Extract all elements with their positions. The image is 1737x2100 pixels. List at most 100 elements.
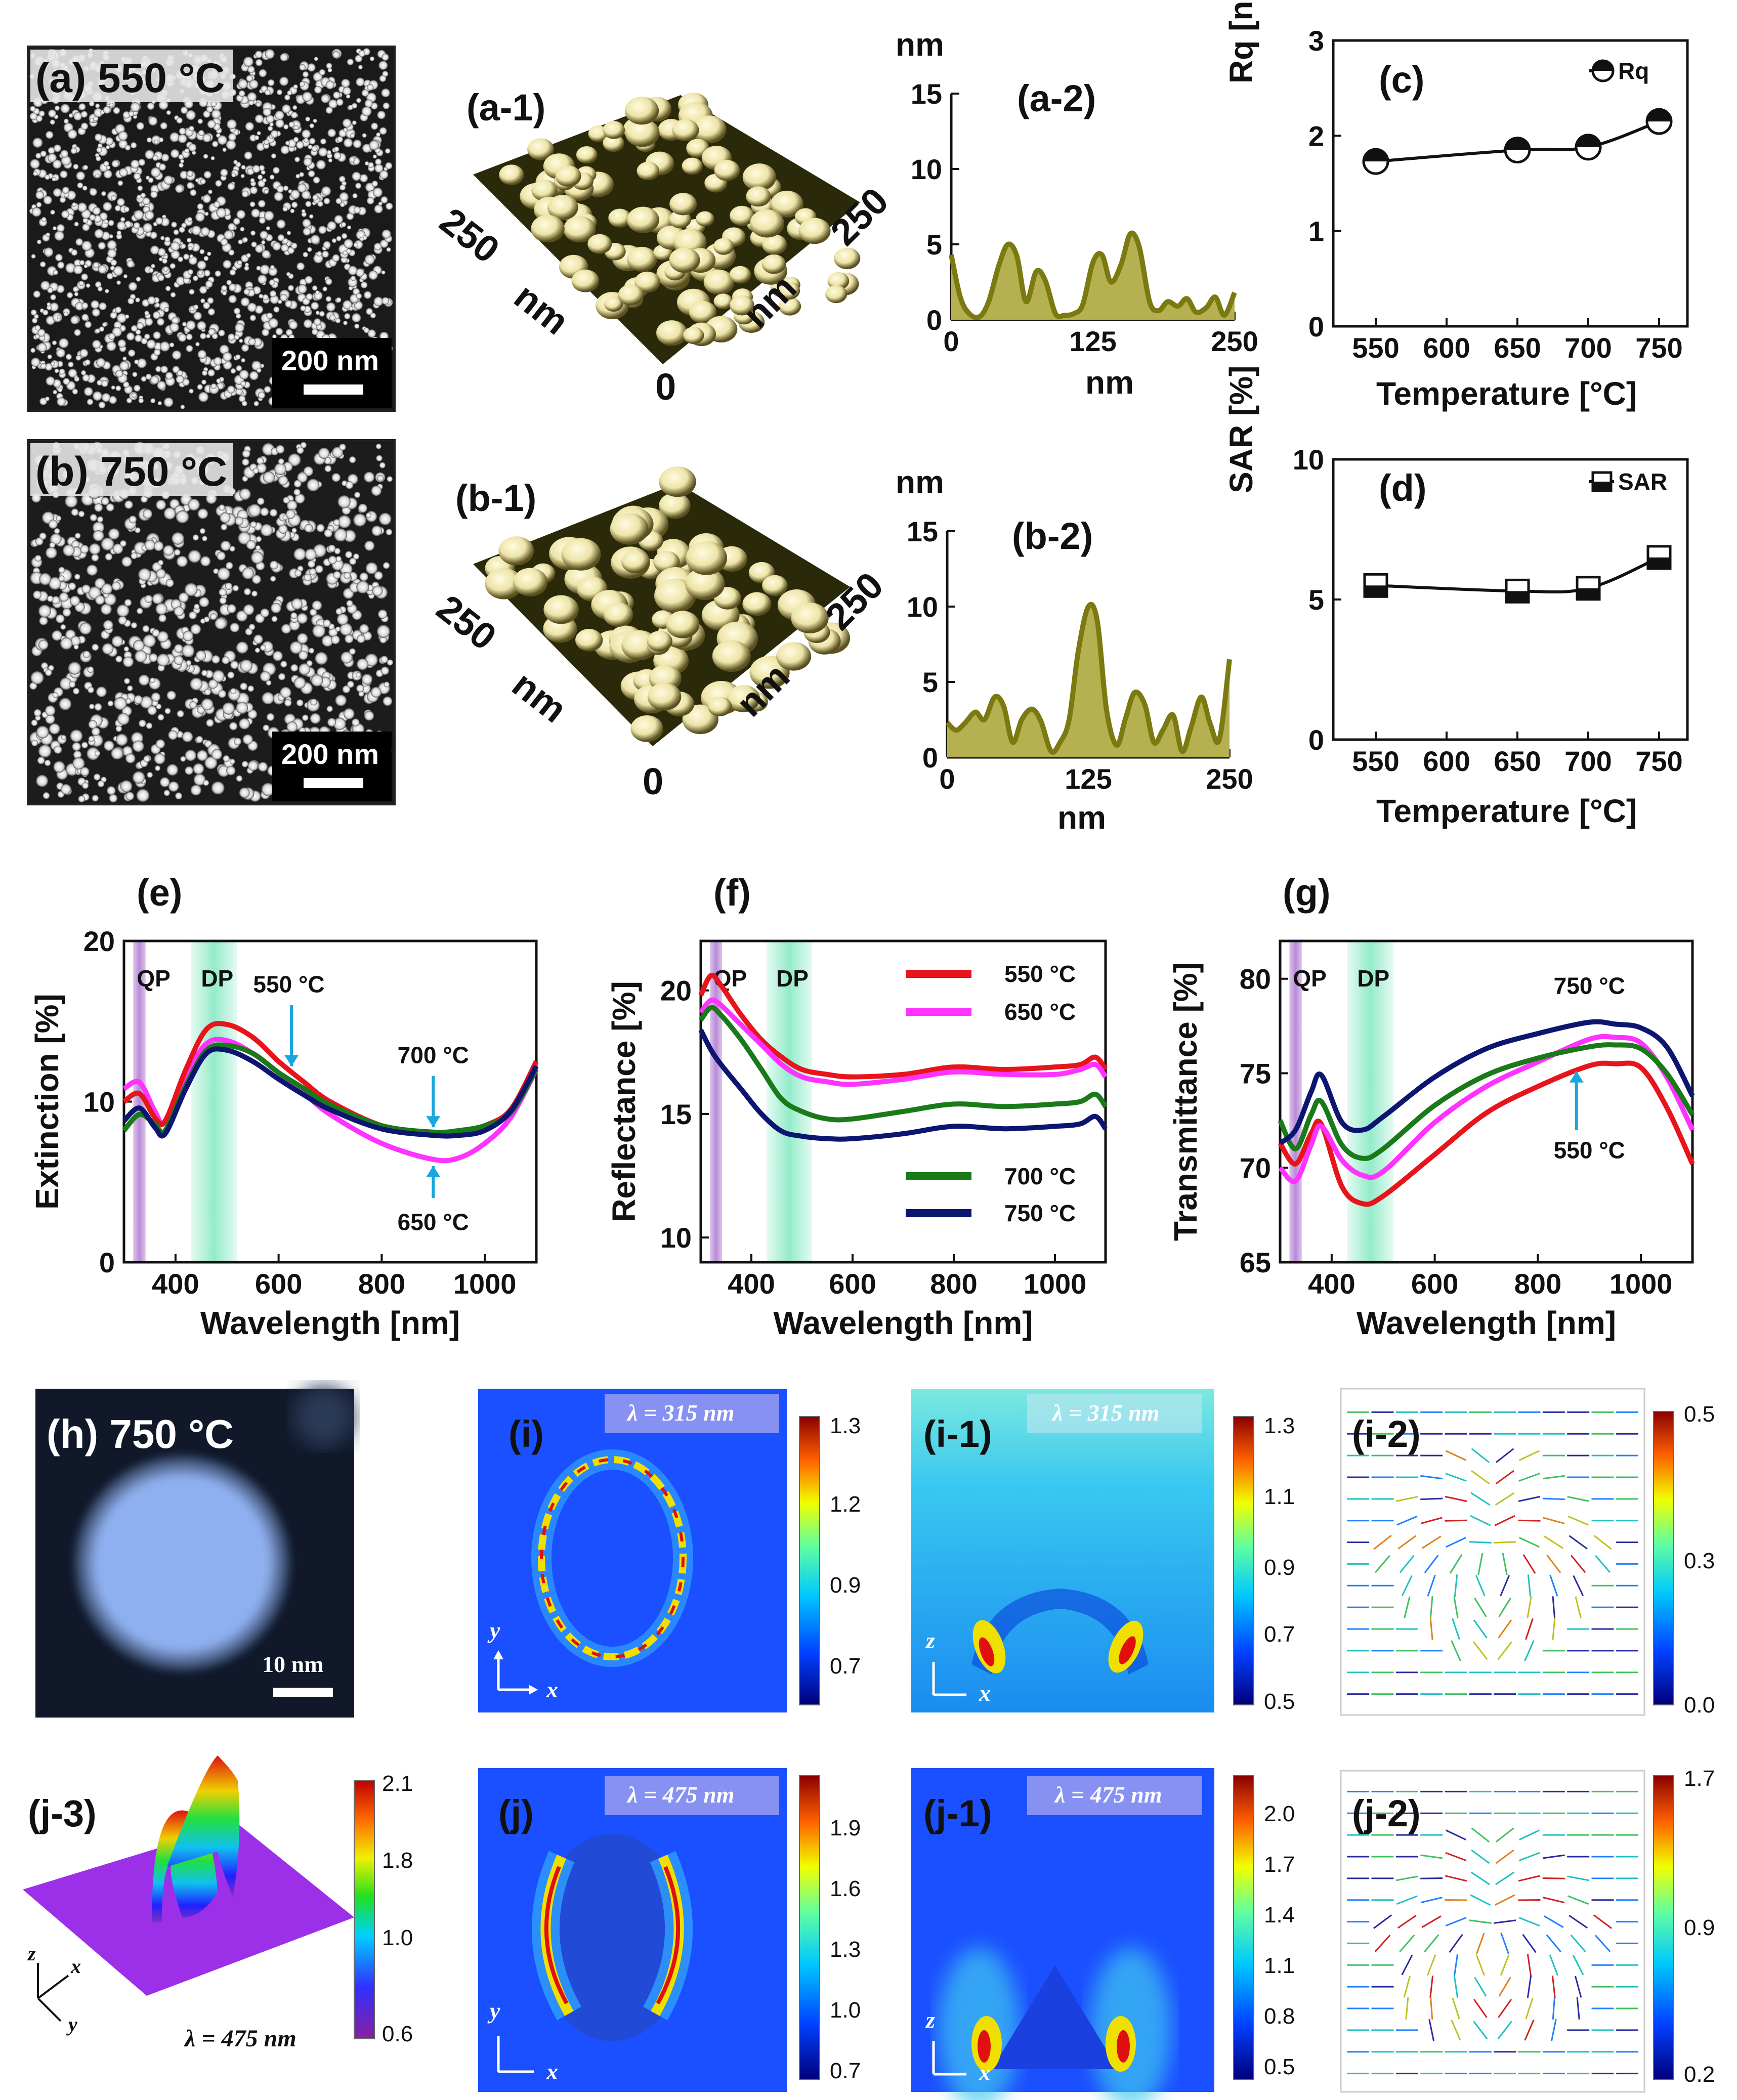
- sem-particle: [29, 112, 37, 120]
- sem-particle: [349, 156, 355, 163]
- sem-particle: [53, 761, 65, 773]
- sem-particle: [116, 221, 126, 231]
- sem-particle: [237, 260, 242, 266]
- sem-particle: [189, 701, 197, 709]
- sem-particle: [148, 177, 154, 183]
- sem-particle: [182, 645, 195, 658]
- afm-bump: [485, 568, 523, 599]
- sem-particle: [380, 196, 388, 204]
- x-tick-label: 400: [152, 1268, 199, 1300]
- sem-particle: [185, 750, 196, 761]
- sem-particle: [370, 687, 382, 698]
- sem-particle: [160, 365, 168, 373]
- colorbar-j: [799, 1775, 820, 2080]
- sem-particle: [223, 260, 232, 269]
- sem-particle: [62, 608, 71, 617]
- sem-particle: [95, 328, 100, 333]
- sem-particle: [222, 291, 227, 295]
- c-xlabel: Temperature [°C]: [1376, 375, 1637, 412]
- sem-particle: [150, 375, 159, 384]
- qp-band: [710, 941, 722, 1262]
- cbar-i1-t1: 1.3: [1264, 1413, 1295, 1438]
- sem-particle: [113, 266, 123, 276]
- sem-particle: [119, 540, 126, 547]
- sem-particle: [374, 204, 383, 213]
- field-vector: [1498, 1619, 1512, 1639]
- sem-particle: [245, 122, 254, 131]
- sem-particle: [328, 555, 337, 565]
- sem-particle: [270, 576, 276, 582]
- sem-particle: [353, 553, 359, 560]
- sem-particle: [174, 655, 184, 665]
- nanoparticle: [73, 1454, 291, 1672]
- afm-bump: [498, 536, 534, 566]
- sem-particle: [244, 151, 252, 160]
- sem-particle: [151, 692, 160, 702]
- sem-particle: [233, 308, 241, 315]
- afm-bump: [714, 160, 740, 181]
- field-vector: [1543, 1517, 1565, 1524]
- sem-particle: [369, 56, 375, 61]
- sem-particle: [333, 717, 346, 731]
- sem-particle: [156, 318, 165, 326]
- sem-particle: [248, 338, 256, 346]
- sem-particle: [294, 569, 302, 577]
- sem-particle: [190, 677, 203, 691]
- sem-particle: [327, 128, 336, 138]
- sem-particle: [268, 79, 275, 87]
- field-vector: [1471, 1849, 1490, 1864]
- sem-particle: [78, 795, 86, 803]
- annotation-550: 550 °C: [1554, 1137, 1625, 1164]
- y-tick-label: 65: [1240, 1247, 1271, 1278]
- sem-particle: [286, 231, 291, 235]
- field-vector: [1573, 1575, 1584, 1596]
- sem-particle: [276, 89, 282, 95]
- data-point-fill: [1577, 588, 1599, 599]
- field-vector: [1494, 1894, 1515, 1906]
- afm-bump: [555, 165, 581, 187]
- afm-bump: [656, 320, 688, 346]
- field-vector: [1474, 1597, 1487, 1617]
- afm-b1-origin: 0: [643, 760, 663, 802]
- sem-particle: [138, 159, 146, 166]
- sem-particle: [183, 630, 194, 641]
- field-vector: [1403, 1976, 1411, 1998]
- sem-particle: [240, 659, 253, 672]
- afm-bump: [776, 642, 812, 671]
- sem-particle: [323, 619, 331, 627]
- sem-particle: [243, 604, 255, 615]
- sem-particle: [341, 222, 347, 227]
- sem-particle: [117, 713, 130, 725]
- sem-particle: [55, 253, 63, 262]
- y-tick-label: 20: [83, 925, 115, 957]
- sem-particle: [332, 254, 340, 262]
- y-tick-label: 5: [922, 666, 938, 698]
- lambda-i: λ = 315 nm: [626, 1400, 735, 1426]
- sem-particle: [253, 634, 263, 644]
- sem-particle: [197, 384, 203, 390]
- field-vector: [1527, 1976, 1532, 1998]
- panel-j3-label: (j-3): [28, 1792, 97, 1834]
- sem-particle: [180, 404, 185, 409]
- field-vector: [1473, 1619, 1488, 1639]
- sem-particle: [63, 118, 69, 124]
- panel-i-label: (i): [509, 1413, 544, 1455]
- sem-particle: [126, 332, 135, 341]
- afm-bump: [825, 285, 848, 304]
- field-vector: [1495, 1827, 1514, 1842]
- sem-particle: [320, 138, 326, 145]
- sem-particle: [30, 159, 40, 169]
- sem-particle: [300, 305, 306, 312]
- sem-particle: [103, 161, 109, 167]
- afm-bump: [624, 97, 659, 125]
- panel-i-field: λ = 315 nm (i) y x 1.3 1.2 0.9 0.7: [478, 1389, 861, 1712]
- sem-particle: [260, 265, 270, 275]
- sem-particle: [322, 286, 327, 291]
- sem-particle: [291, 201, 298, 208]
- sem-particle: [210, 101, 217, 107]
- sem-particle: [303, 251, 309, 258]
- sem-particle: [160, 122, 167, 130]
- sem-particle: [283, 496, 290, 504]
- sem-particle: [158, 137, 164, 143]
- sem-particle: [233, 160, 238, 164]
